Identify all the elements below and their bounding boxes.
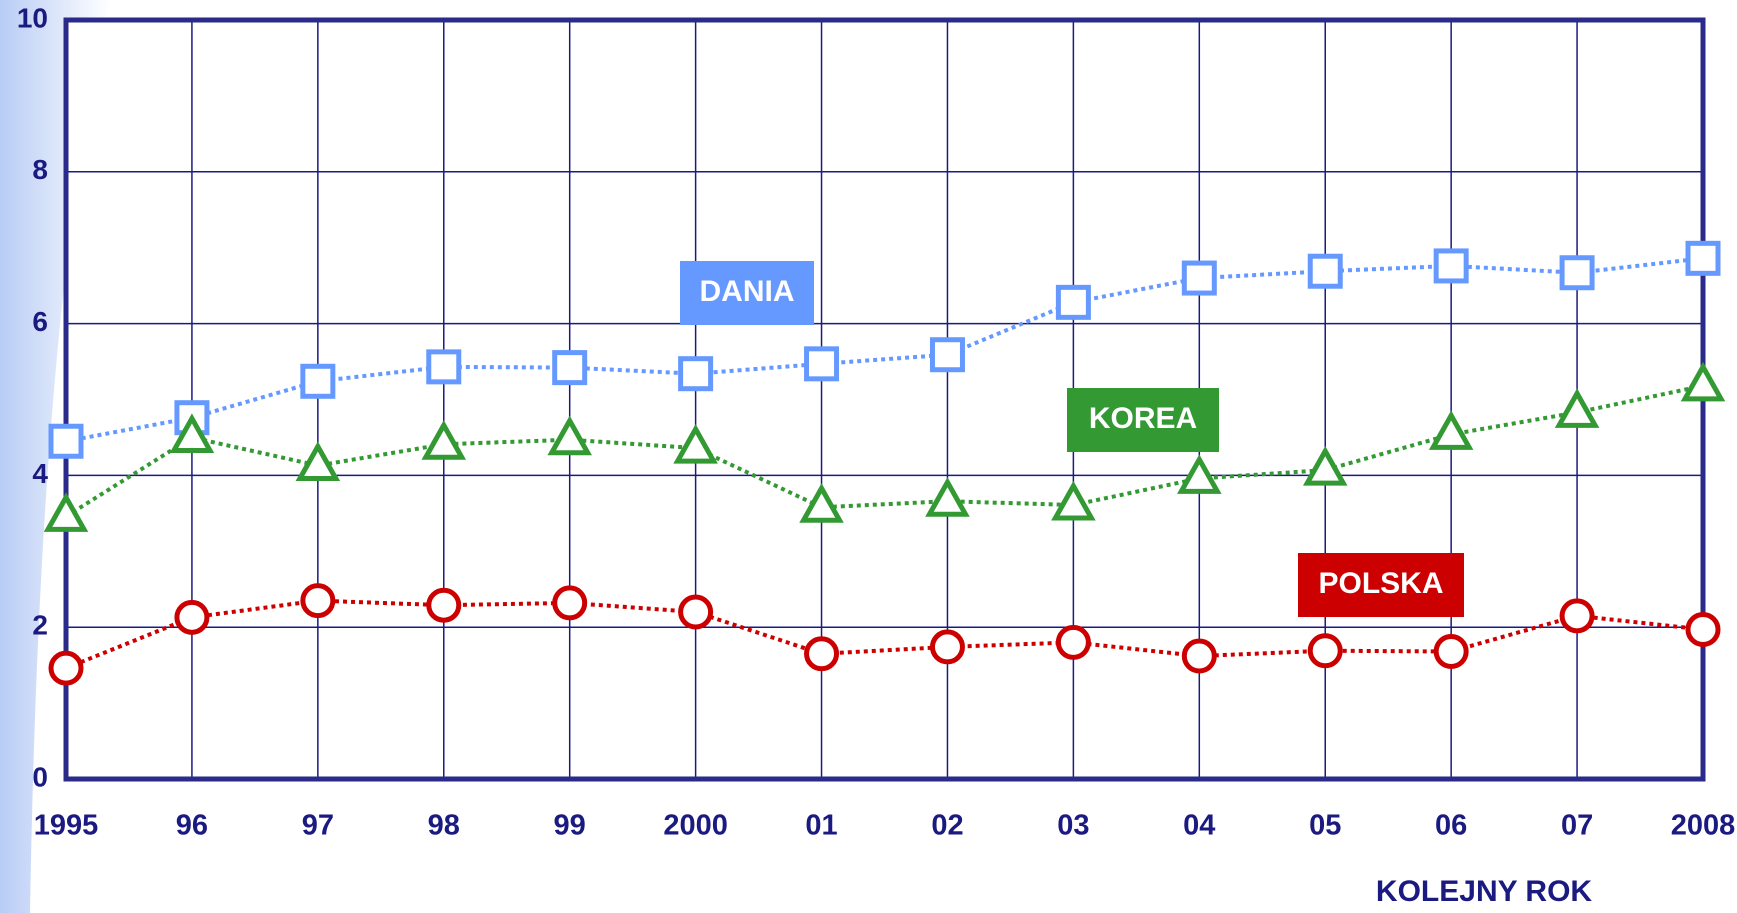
x-tick-label: 98 bbox=[428, 810, 460, 842]
marker bbox=[678, 356, 714, 392]
series-label-box bbox=[1298, 553, 1464, 617]
marker bbox=[48, 650, 84, 686]
x-tick-label: 99 bbox=[554, 810, 586, 842]
marker bbox=[426, 349, 462, 385]
series-line bbox=[65, 598, 1704, 671]
marker bbox=[552, 350, 588, 386]
series-label: DANIA bbox=[700, 275, 795, 308]
series-label-box bbox=[680, 261, 814, 325]
x-tick-label: 06 bbox=[1435, 810, 1467, 842]
x-tick-label: 96 bbox=[176, 810, 208, 842]
marker bbox=[925, 477, 970, 517]
marker bbox=[48, 423, 84, 459]
series-line bbox=[65, 256, 1704, 444]
marker bbox=[1055, 624, 1091, 660]
series-line bbox=[64, 383, 1704, 519]
marker bbox=[1685, 240, 1721, 276]
marker bbox=[929, 629, 965, 665]
marker bbox=[1428, 410, 1474, 450]
x-tick-label: 01 bbox=[805, 810, 837, 842]
marker bbox=[421, 420, 467, 460]
marker bbox=[1680, 361, 1726, 402]
series: KOREA bbox=[43, 361, 1726, 532]
y-tick-label: 4 bbox=[32, 458, 48, 489]
side-decoration bbox=[0, 0, 110, 913]
y-tick-label: 8 bbox=[32, 154, 48, 185]
marker bbox=[1559, 255, 1595, 291]
marker bbox=[1685, 611, 1721, 647]
marker bbox=[174, 599, 210, 635]
y-tick-label: 2 bbox=[32, 610, 48, 641]
marker bbox=[552, 585, 588, 621]
marker bbox=[1307, 633, 1343, 669]
marker bbox=[43, 492, 89, 532]
x-tick-label: 04 bbox=[1183, 810, 1215, 842]
marker bbox=[1433, 633, 1469, 669]
y-tick-label: 0 bbox=[32, 761, 48, 792]
marker bbox=[929, 337, 965, 373]
marker bbox=[673, 423, 718, 464]
marker bbox=[804, 346, 840, 382]
x-tick-label: 03 bbox=[1057, 810, 1089, 842]
y-tick-label: 10 bbox=[17, 2, 48, 33]
marker bbox=[426, 587, 462, 623]
x-tick-label: 1995 bbox=[34, 810, 99, 842]
marker bbox=[1181, 260, 1217, 296]
y-tick-label: 6 bbox=[32, 306, 48, 337]
x-tick-label: 2000 bbox=[663, 810, 728, 842]
series: DANIA bbox=[48, 240, 1721, 459]
marker bbox=[1554, 388, 1600, 428]
marker bbox=[169, 413, 215, 453]
marker bbox=[1055, 284, 1091, 320]
x-tick-label: 05 bbox=[1309, 810, 1341, 842]
marker bbox=[1181, 638, 1217, 674]
x-tick-label: 07 bbox=[1561, 810, 1593, 842]
marker bbox=[300, 583, 336, 619]
marker bbox=[1177, 454, 1222, 494]
marker bbox=[1559, 598, 1595, 634]
marker bbox=[678, 594, 714, 630]
marker bbox=[1307, 253, 1343, 289]
series-label: KOREA bbox=[1089, 402, 1197, 435]
marker bbox=[799, 483, 844, 523]
series: POLSKA bbox=[48, 553, 1721, 686]
x-tick-label: 97 bbox=[302, 810, 334, 842]
marker bbox=[804, 636, 840, 672]
marker bbox=[547, 415, 592, 456]
series-label: POLSKA bbox=[1318, 567, 1443, 600]
x-tick-label: 02 bbox=[931, 810, 963, 842]
x-tick-label: 2008 bbox=[1671, 810, 1736, 842]
series-label-box bbox=[1067, 388, 1219, 452]
marker bbox=[1051, 480, 1096, 521]
marker bbox=[1302, 445, 1348, 486]
marker bbox=[1433, 248, 1469, 284]
marker bbox=[295, 441, 341, 482]
plot-area bbox=[66, 20, 1703, 779]
marker bbox=[300, 363, 336, 399]
x-axis-label: KOLEJNY ROK bbox=[1376, 875, 1592, 908]
